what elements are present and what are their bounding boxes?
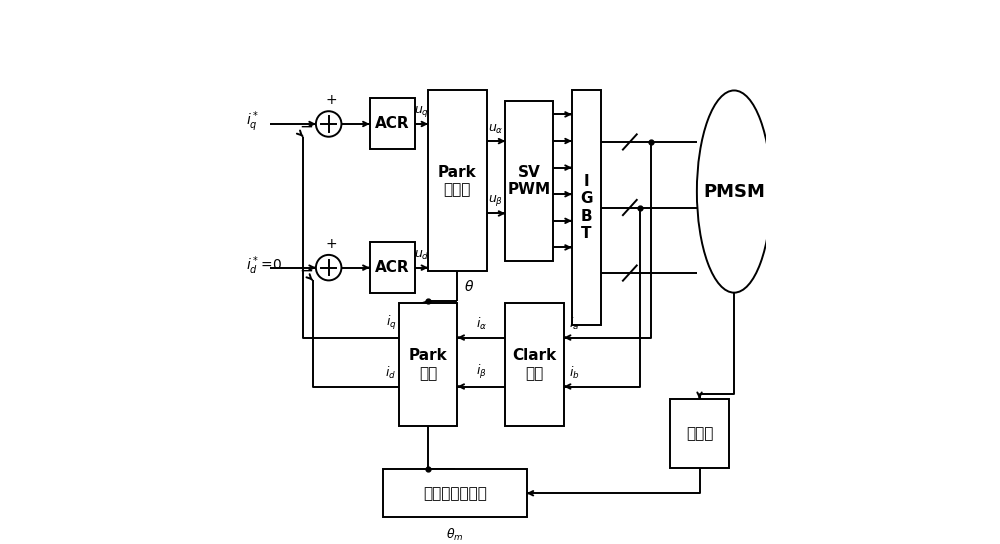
Ellipse shape: [697, 90, 771, 293]
Text: $u_q$: $u_q$: [414, 104, 429, 119]
Text: $i_q$: $i_q$: [386, 314, 396, 332]
Text: 速度与角度计算: 速度与角度计算: [423, 486, 487, 500]
Text: $i_b$: $i_b$: [569, 365, 580, 381]
Bar: [428, 90, 487, 271]
Bar: [370, 98, 415, 149]
Circle shape: [316, 111, 341, 137]
Text: ACR: ACR: [375, 260, 410, 275]
Text: I
G
B
T: I G B T: [580, 174, 593, 241]
Bar: [399, 304, 457, 425]
Bar: [383, 469, 527, 517]
Text: $i_\alpha$: $i_\alpha$: [476, 316, 487, 332]
Text: $i_d$: $i_d$: [385, 365, 396, 381]
Bar: [505, 101, 553, 261]
Text: +: +: [326, 237, 337, 251]
Text: ACR: ACR: [375, 116, 410, 131]
Text: +: +: [326, 93, 337, 107]
Text: Clark
变换: Clark 变换: [512, 348, 557, 381]
Text: $i_a$: $i_a$: [569, 316, 579, 332]
Text: SV
PWM: SV PWM: [508, 165, 551, 197]
Bar: [370, 242, 415, 293]
Text: $i_q^*$: $i_q^*$: [246, 109, 259, 134]
Bar: [670, 399, 729, 468]
Text: $i_d^*\!=\!0$: $i_d^*\!=\!0$: [246, 255, 282, 277]
Text: $u_\beta$: $u_\beta$: [488, 193, 504, 208]
Circle shape: [316, 255, 341, 280]
Text: $\theta$: $\theta$: [464, 280, 474, 294]
Text: $\theta_m$: $\theta_m$: [446, 527, 464, 543]
Text: 编码器: 编码器: [686, 426, 713, 441]
Text: $i_\beta$: $i_\beta$: [476, 363, 487, 381]
Text: Park
逆变换: Park 逆变换: [438, 165, 477, 197]
Bar: [572, 90, 601, 325]
Text: −: −: [299, 261, 313, 279]
Text: PMSM: PMSM: [703, 183, 765, 201]
Text: $u_d$: $u_d$: [414, 249, 429, 262]
Bar: [505, 304, 564, 425]
Text: Park
变换: Park 变换: [409, 348, 448, 381]
Text: $u_\alpha$: $u_\alpha$: [488, 123, 504, 136]
Text: −: −: [299, 118, 313, 135]
